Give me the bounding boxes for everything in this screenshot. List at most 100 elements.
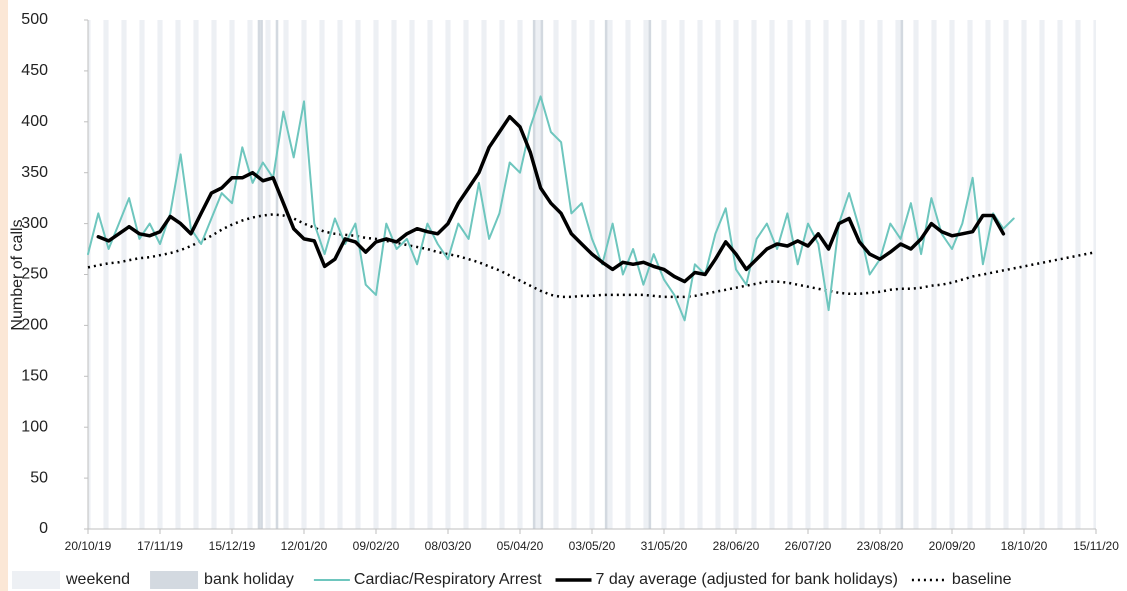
- weekend-band: [643, 20, 646, 529]
- weekend-band: [319, 20, 322, 529]
- legend-label: weekend: [65, 571, 130, 588]
- y-tick-label: 250: [21, 266, 48, 283]
- weekend-band: [211, 20, 214, 529]
- weekend-band: [679, 20, 682, 529]
- weekend-band: [139, 20, 142, 529]
- weekend-band: [952, 20, 955, 529]
- weekend-band: [970, 20, 973, 529]
- weekend-band: [895, 20, 898, 529]
- weekend-band: [556, 20, 559, 529]
- weekend-band: [1006, 20, 1009, 529]
- series-line: [87, 95, 1015, 322]
- bank-holiday-band: [648, 20, 652, 529]
- y-tick-label: 200: [21, 317, 48, 334]
- weekend-band: [718, 20, 721, 529]
- weekend-band: [1057, 20, 1060, 529]
- weekend-band: [826, 20, 829, 529]
- weekend-band: [664, 20, 667, 529]
- weekend-band: [340, 20, 343, 529]
- weekend-band: [625, 20, 628, 529]
- weekend-band: [805, 20, 808, 529]
- weekend-band: [412, 20, 415, 529]
- weekend-band: [517, 20, 520, 529]
- x-tick-label: 15/12/19: [209, 539, 256, 553]
- weekend-band: [499, 20, 502, 529]
- legend-label: baseline: [952, 571, 1012, 588]
- weekend-band: [535, 20, 538, 529]
- x-tick-label: 18/10/20: [1001, 539, 1048, 553]
- x-tick-label: 15/11/20: [1073, 539, 1119, 553]
- weekend-band: [841, 20, 844, 529]
- weekend-band: [322, 20, 325, 529]
- weekend-band: [1093, 20, 1096, 529]
- weekend-band: [466, 20, 469, 529]
- weekend-band: [931, 20, 934, 529]
- weekend-band: [1003, 20, 1006, 529]
- weekend-band: [877, 20, 880, 529]
- weekend-band: [553, 20, 556, 529]
- weekend-band: [124, 20, 127, 529]
- weekend-band: [445, 20, 448, 529]
- weekend-band: [484, 20, 487, 529]
- weekend-band: [1075, 20, 1078, 529]
- weekend-band: [355, 20, 358, 529]
- x-tick-label: 08/03/20: [425, 539, 472, 553]
- weekend-band: [880, 20, 883, 529]
- weekend-band: [409, 20, 412, 529]
- weekend-band: [391, 20, 394, 529]
- weekend-band: [715, 20, 718, 529]
- weekend-band: [337, 20, 340, 529]
- weekend-band: [376, 20, 379, 529]
- weekend-band: [286, 20, 289, 529]
- series-line: [96, 114, 1006, 284]
- weekend-band: [628, 20, 631, 529]
- weekend-band: [733, 20, 736, 529]
- side-strip: [0, 0, 8, 591]
- weekend-band: [103, 20, 106, 529]
- weekend-band: [913, 20, 916, 529]
- bank-holiday-band: [540, 20, 544, 529]
- weekend-band: [790, 20, 793, 529]
- legend-label: 7 day average (adjusted for bank holiday…: [596, 571, 898, 588]
- x-tick-label: 17/11/19: [137, 539, 183, 553]
- weekend-band: [988, 20, 991, 529]
- weekend-band: [589, 20, 592, 529]
- bank-holiday-band: [532, 20, 536, 529]
- weekend-band: [520, 20, 523, 529]
- y-tick-label: 100: [21, 418, 48, 435]
- weekend-band: [196, 20, 199, 529]
- weekend-band: [265, 20, 268, 529]
- legend-label: bank holiday: [204, 571, 294, 588]
- bank-holiday-band: [257, 20, 261, 529]
- y-tick-label: 450: [21, 62, 48, 79]
- y-tick-label: 300: [21, 215, 48, 232]
- weekend-band: [808, 20, 811, 529]
- y-tick-label: 0: [39, 520, 48, 537]
- weekend-band: [898, 20, 901, 529]
- weekend-band: [592, 20, 595, 529]
- weekend-band: [394, 20, 397, 529]
- weekend-band: [916, 20, 919, 529]
- legend-swatch: [150, 571, 199, 589]
- weekend-band: [229, 20, 232, 529]
- weekend-band: [448, 20, 451, 529]
- weekend-band: [571, 20, 574, 529]
- weekend-band: [157, 20, 160, 529]
- weekend-band: [106, 20, 109, 529]
- weekend-band: [949, 20, 952, 529]
- weekend-band: [862, 20, 865, 529]
- weekend-band: [358, 20, 361, 529]
- weekend-band: [373, 20, 376, 529]
- x-tick-label: 20/10/19: [65, 539, 112, 553]
- weekend-band: [175, 20, 178, 529]
- legend-swatch: [12, 571, 60, 589]
- legend-label: Cardiac/Respiratory Arrest: [354, 571, 542, 588]
- weekend-band: [769, 20, 772, 529]
- y-tick-label: 500: [21, 11, 48, 28]
- weekend-band: [538, 20, 541, 529]
- weekend-band: [283, 20, 286, 529]
- weekend-band: [427, 20, 430, 529]
- y-tick-label: 400: [21, 113, 48, 130]
- weekend-band: [772, 20, 775, 529]
- weekend-band: [193, 20, 196, 529]
